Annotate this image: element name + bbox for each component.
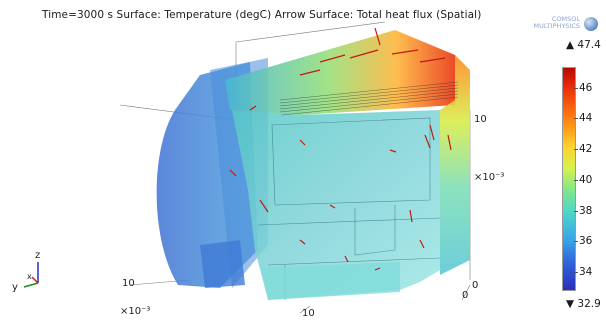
axis-tick-bottom-10: 10 [302,308,315,319]
triad-y-label: y [12,282,18,293]
axis-tick-bottom-0: 0 [462,290,469,301]
axis-triad [23,262,39,288]
colorbar-tick-36: 36 [579,235,593,247]
colorbar-tick-mark [574,272,578,273]
colorbar-tick-mark [574,149,578,150]
logo-sphere-icon [584,17,598,31]
heat-flux-arrows [229,27,452,271]
axis-scale-left: ×10⁻³ [120,306,151,317]
logo-line-2: MULTIPHYSICS [533,22,580,30]
colorbar-tick-mark [574,211,578,212]
colorbar [562,67,576,291]
colorbar-tick-38: 38 [579,205,593,217]
plot-title: Time=3000 s Surface: Temperature (degC) … [42,9,482,21]
colorbar-tick-mark [574,118,578,119]
colorbar-tick-mark [574,180,578,181]
colorbar-min-label: ▼ 32.9 [566,298,601,310]
top-face [225,30,455,115]
colorbar-tick-34: 34 [579,266,593,278]
colorbar-tick-46: 46 [579,82,593,94]
colorbar-tick-mark [574,88,578,89]
colorbar-max-label: ▲ 47.4 [566,39,601,51]
axis-tick-left-10: 10 [122,278,135,289]
right-face [440,55,470,275]
logo-line-1: COMSOL [551,15,580,23]
axis-tick-right-0: 0 [472,280,479,291]
axis-scale-right: ×10⁻³ [474,172,505,183]
colorbar-tick-40: 40 [579,174,593,186]
comsol-logo: COMSOL MULTIPHYSICS [510,16,598,34]
colorbar-tick-42: 42 [579,143,593,155]
front-face [232,110,440,300]
triad-z-label: z [35,250,41,261]
colorbar-tick-44: 44 [579,112,593,124]
axis-tick-right-10: 10 [474,114,487,125]
colorbar-tick-mark [574,241,578,242]
triad-x-label: x [27,272,32,281]
